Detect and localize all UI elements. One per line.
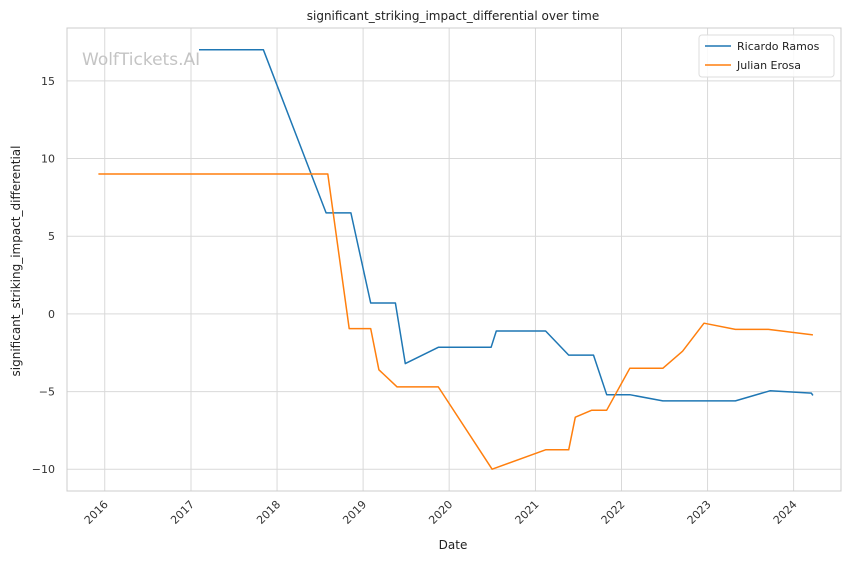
x-tick-label: 2022 bbox=[599, 498, 628, 527]
legend-label-ricardo-ramos: Ricardo Ramos bbox=[737, 40, 820, 53]
x-tick-label: 2020 bbox=[426, 498, 455, 527]
chart-title: significant_striking_impact_differential… bbox=[307, 9, 599, 23]
x-tick-label: 2021 bbox=[513, 498, 542, 527]
plot-background bbox=[67, 28, 841, 491]
legend-box bbox=[698, 34, 835, 78]
x-tick-label: 2024 bbox=[771, 498, 800, 527]
x-axis-label: Date bbox=[439, 538, 468, 552]
y-tick-label: 10 bbox=[41, 153, 55, 166]
plot-foreground: 15 10 5 0 −5 −10 2016 2017 2018 2019 2020 2021 2022 2… bbox=[32, 27, 842, 527]
x-tick-label: 2018 bbox=[254, 498, 283, 527]
y-axis-label: significant_striking_impact_differential bbox=[9, 146, 23, 377]
y-tick-label: −10 bbox=[32, 463, 55, 476]
x-tick-label: 2019 bbox=[340, 498, 369, 527]
plot-frame bbox=[66, 27, 842, 492]
y-tick-label: 0 bbox=[48, 308, 55, 321]
y-tick-label: −5 bbox=[39, 386, 55, 399]
x-tick-label: 2016 bbox=[82, 498, 111, 527]
x-tick-label: 2017 bbox=[168, 498, 197, 527]
y-tick-label: 15 bbox=[41, 75, 55, 88]
y-tick-label: 5 bbox=[48, 230, 55, 243]
series-line-julian-erosa bbox=[98, 173, 813, 470]
x-tick-label: 2023 bbox=[685, 498, 714, 527]
legend-label-julian-erosa: Julian Erosa bbox=[736, 59, 801, 72]
legend: Ricardo Ramos Julian Erosa bbox=[698, 34, 835, 78]
series-line-ricardo-ramos bbox=[199, 49, 814, 402]
watermark-text: WolfTickets.AI bbox=[82, 50, 200, 70]
